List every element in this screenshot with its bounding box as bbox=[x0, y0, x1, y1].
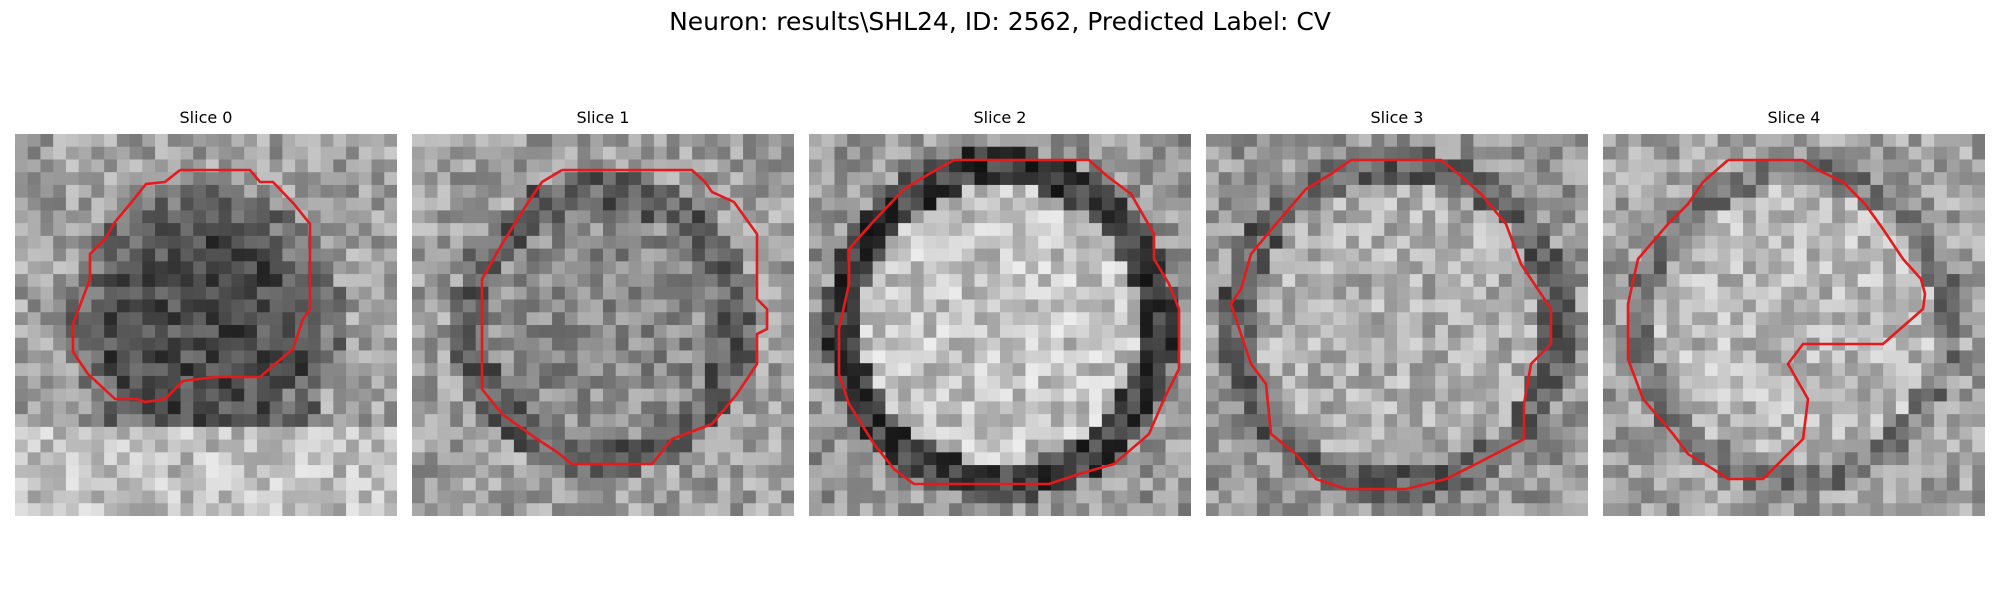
slice-image-2 bbox=[809, 134, 1191, 516]
slice-title: Slice 4 bbox=[1767, 108, 1821, 127]
slice-title: Slice 2 bbox=[973, 108, 1027, 127]
slice-title: Slice 1 bbox=[576, 108, 630, 127]
slice-panel-0: Slice 0 bbox=[15, 108, 397, 516]
slice-image-1 bbox=[412, 134, 794, 516]
slice-panel-3: Slice 3 bbox=[1206, 108, 1588, 516]
slice-panel-4: Slice 4 bbox=[1603, 108, 1985, 516]
slice-title: Slice 0 bbox=[179, 108, 233, 127]
slice-title: Slice 3 bbox=[1370, 108, 1424, 127]
slice-panel-1: Slice 1 bbox=[412, 108, 794, 516]
slice-panel-2: Slice 2 bbox=[809, 108, 1191, 516]
slice-image-3 bbox=[1206, 134, 1588, 516]
slice-image-4 bbox=[1603, 134, 1985, 516]
slice-image-0 bbox=[15, 134, 397, 516]
figure-title: Neuron: results\SHL24, ID: 2562, Predict… bbox=[669, 7, 1331, 36]
